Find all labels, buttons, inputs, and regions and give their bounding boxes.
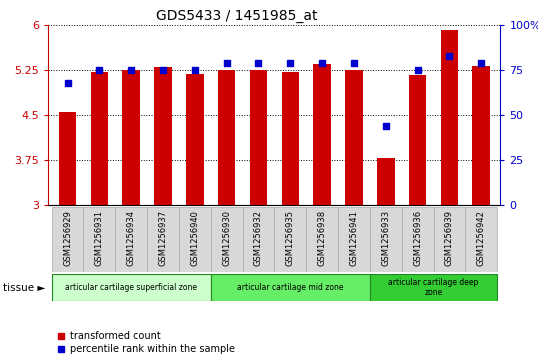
Point [222,60,231,66]
Point [381,123,390,129]
Bar [179,207,211,272]
Point [190,68,199,73]
Text: GSM1256939: GSM1256939 [445,210,454,266]
Bar [250,70,267,205]
Bar [434,207,465,272]
Text: tissue ►: tissue ► [3,283,45,293]
Bar [115,207,147,272]
Text: GSM1256935: GSM1256935 [286,210,295,266]
Point [63,80,72,86]
Text: GSM1256931: GSM1256931 [95,210,104,266]
Bar [472,66,490,205]
Point [477,60,486,66]
Text: GSM1256942: GSM1256942 [477,210,486,266]
Bar [313,64,331,205]
Bar [154,68,172,205]
Text: GSM1256933: GSM1256933 [381,210,390,266]
Text: GSM1256936: GSM1256936 [413,210,422,266]
Bar [370,207,402,272]
Bar [338,207,370,272]
Text: GSM1256934: GSM1256934 [126,210,136,266]
Text: GSM1256929: GSM1256929 [63,210,72,266]
Bar [52,274,211,301]
Point [318,60,327,66]
Point [95,68,104,73]
Bar [83,207,115,272]
Bar [123,70,140,205]
Text: GSM1256938: GSM1256938 [317,210,327,266]
Point [159,68,167,73]
Text: GSM1256932: GSM1256932 [254,210,263,266]
Bar [441,30,458,205]
Text: articular cartilage superficial zone: articular cartilage superficial zone [65,283,197,292]
Bar [274,207,306,272]
Bar [243,207,274,272]
Text: articular cartilage mid zone: articular cartilage mid zone [237,283,344,292]
Bar [345,70,363,205]
Bar [59,112,76,205]
Point [254,60,263,66]
Point [350,60,358,66]
Text: GSM1256930: GSM1256930 [222,210,231,266]
Point [445,53,454,59]
Point [286,60,295,66]
Bar [281,72,299,205]
Bar [402,207,434,272]
Bar [218,70,236,205]
Bar [377,158,394,205]
Bar [306,207,338,272]
Legend: transformed count, percentile rank within the sample: transformed count, percentile rank withi… [53,327,239,358]
Bar [90,72,108,205]
Bar [370,274,497,301]
Bar [465,207,497,272]
Point [127,68,136,73]
Bar [147,207,179,272]
Point [413,68,422,73]
Text: articular cartilage deep
zone: articular cartilage deep zone [388,278,479,297]
Text: GSM1256937: GSM1256937 [159,210,167,266]
Bar [52,207,83,272]
Bar [409,74,426,205]
Bar [211,207,243,272]
Text: GSM1256941: GSM1256941 [350,210,358,266]
Text: GSM1256940: GSM1256940 [190,210,199,266]
Text: GDS5433 / 1451985_at: GDS5433 / 1451985_at [156,9,317,23]
Bar [186,74,203,205]
Bar [211,274,370,301]
